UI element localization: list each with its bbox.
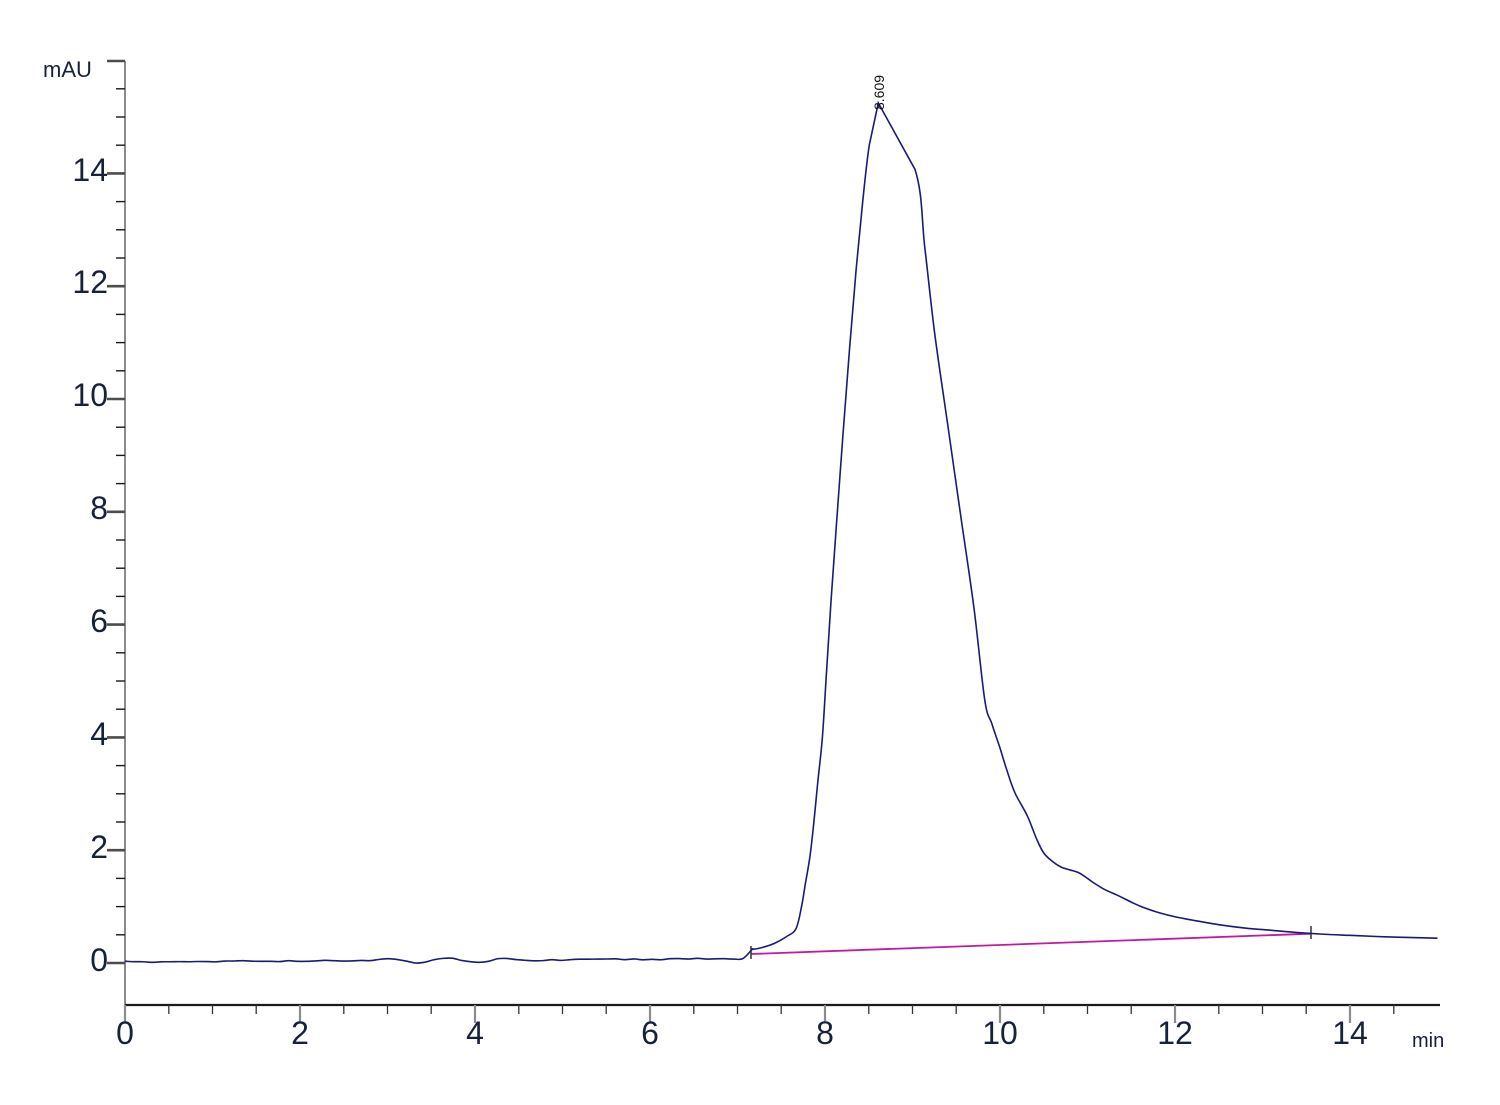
svg-text:2: 2 [291,1015,309,1051]
svg-text:0: 0 [116,1015,134,1051]
svg-text:6: 6 [641,1015,659,1051]
svg-text:6: 6 [90,603,108,639]
svg-text:8: 8 [816,1015,834,1051]
svg-text:4: 4 [90,716,108,752]
svg-text:12: 12 [1157,1015,1193,1051]
svg-text:4: 4 [466,1015,484,1051]
svg-text:14: 14 [72,152,108,188]
svg-text:10: 10 [72,377,108,413]
svg-text:min: min [1412,1030,1444,1052]
svg-text:2: 2 [90,829,108,865]
svg-text:10: 10 [982,1015,1018,1051]
svg-text:12: 12 [72,264,108,300]
svg-text:14: 14 [1332,1015,1368,1051]
svg-text:8.609: 8.609 [871,75,887,110]
svg-text:0: 0 [90,942,108,978]
svg-text:8: 8 [90,490,108,526]
svg-text:mAU: mAU [43,57,92,82]
